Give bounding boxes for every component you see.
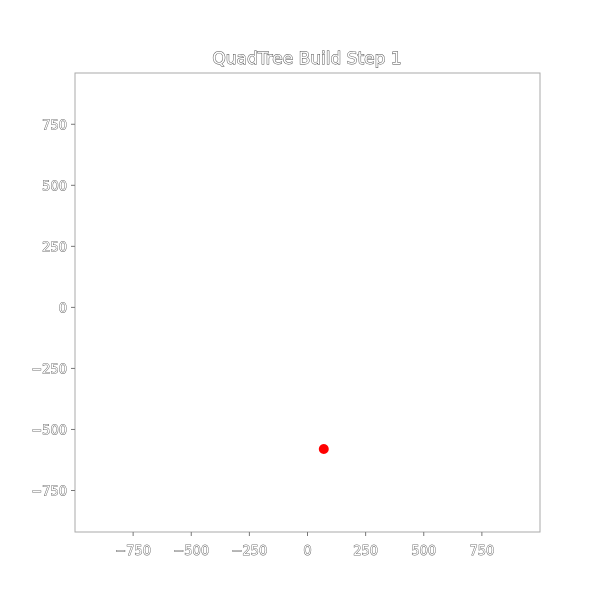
- x-tick-label: −250: [232, 544, 268, 559]
- x-tick-label: 500: [411, 544, 436, 559]
- x-tick-label: 750: [469, 544, 494, 559]
- x-tick-label: 250: [353, 544, 378, 559]
- y-tick-label: 500: [42, 179, 67, 194]
- chart-title: QuadTree Build Step 1: [212, 49, 401, 69]
- x-tick-label: −500: [173, 544, 209, 559]
- x-tick-label: −750: [115, 544, 151, 559]
- data-points: [318, 443, 329, 454]
- y-tick-label: 750: [42, 118, 67, 133]
- y-tick-label: 0: [59, 301, 67, 316]
- y-tick-label: −750: [31, 484, 67, 499]
- data-point: [318, 443, 329, 454]
- x-axis: −750 −500 −250 0 250 500 750: [115, 532, 495, 559]
- y-tick-label: −250: [31, 362, 67, 377]
- y-axis: 750 500 250 0 −250 −500 −750: [31, 118, 75, 500]
- x-tick-label: 0: [303, 544, 311, 559]
- y-tick-label: −500: [31, 423, 67, 438]
- y-tick-label: 250: [42, 240, 67, 255]
- plot-frame: [74, 72, 541, 533]
